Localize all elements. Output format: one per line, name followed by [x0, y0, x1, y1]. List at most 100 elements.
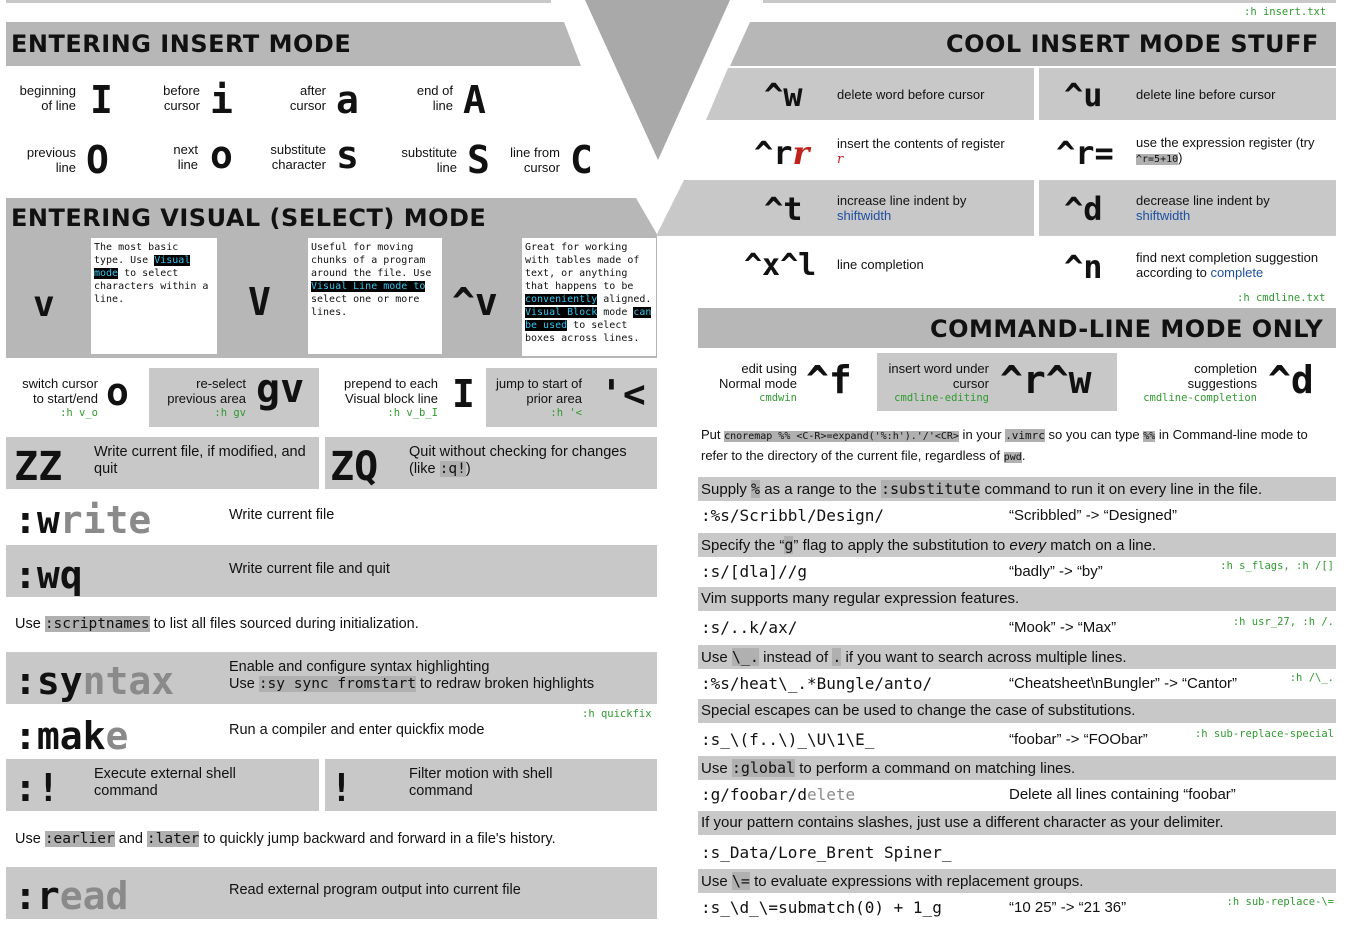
cool-key-ctrl-r: ^rr — [754, 134, 810, 172]
cool-desc-ctrl-u: delete line before cursor — [1136, 87, 1276, 102]
visual-key-ctrl-v: ^v — [452, 280, 498, 324]
cmd-tip-regex: Vim supports many regular expression fea… — [698, 587, 1336, 611]
shell-key: :! — [14, 766, 60, 810]
zq-key: ZQ — [330, 444, 379, 490]
cmd-ex-case: :s_\(f..\)_\U\1\E_ “foobar” -> “FOObar” … — [701, 728, 1334, 749]
filter-desc: Filter motion with shell command — [409, 766, 553, 799]
cmd-f-key: ^f — [806, 358, 852, 402]
insert-key-O: O — [86, 138, 109, 182]
filter-panel — [325, 759, 657, 811]
insert-label-next: next line — [173, 142, 198, 172]
visual-note-V: Useful for moving chunks of a program ar… — [308, 238, 442, 354]
cmd-tip-case: Special escapes can be used to change th… — [698, 699, 1336, 723]
cool-row1-right-bg — [1039, 68, 1336, 120]
insert-label-subline: substitute line — [401, 145, 457, 175]
scriptnames-tip: Use :scriptnames to list all files sourc… — [15, 616, 419, 632]
zz-desc: Write current file, if modified, and qui… — [94, 444, 306, 477]
jump-panel — [486, 368, 657, 427]
cool-desc-ctrl-w: delete word before cursor — [837, 87, 985, 102]
syntax-desc: Enable and configure syntax highlighting… — [229, 659, 595, 692]
insert-label-previous: previous line — [26, 145, 76, 175]
cmdline-help: :h cmdline.txt — [1237, 292, 1326, 304]
cool-desc-ctrl-t: increase line indent by shiftwidth — [837, 193, 967, 223]
filter-key: ! — [330, 766, 353, 810]
visual-key-v: v — [33, 284, 55, 325]
read-panel — [6, 867, 657, 919]
visual-note-v: The most basic type. Use Visual mode to … — [91, 238, 217, 354]
wq-desc: Write current file and quit — [229, 561, 390, 577]
cool-key-ctrl-r-eq: ^r= — [1056, 134, 1114, 172]
cool-key-ctrl-t: ^t — [764, 190, 803, 228]
insert-key-I: I — [90, 78, 113, 122]
zz-key: ZZ — [14, 444, 63, 490]
cmd-tip-global: Use :global to perform a command on matc… — [698, 756, 1336, 780]
cool-key-ctrl-n: ^n — [1064, 248, 1103, 286]
insert-key-s: s — [336, 133, 359, 177]
cmd-ex-global: :g/foobar/delete Delete all lines contai… — [701, 785, 1236, 804]
cmd-tip-expr: Use \= to evaluate expressions with repl… — [698, 869, 1336, 893]
top-bar-left — [6, 0, 551, 3]
insert-key-S: S — [467, 138, 490, 182]
insert-mode-header-bg — [6, 22, 581, 66]
cool-desc-ctrl-d: decrease line indent by shiftwidth — [1136, 193, 1270, 223]
wq-key: :wq — [14, 553, 83, 597]
cmd-ex-range: :%s/Scribbl/Design/ “Scribbled” -> “Desi… — [701, 506, 1177, 525]
quickfix-help: :h quickfix — [582, 708, 652, 720]
write-desc: Write current file — [229, 507, 335, 523]
prepend-help: :h v_b_I — [387, 407, 438, 419]
insert-label-after: after cursor — [289, 83, 326, 113]
cmd-f-help: cmdwin — [759, 392, 797, 404]
cmd-rw-label: insert word under cursor — [888, 361, 989, 391]
make-key: :make — [14, 714, 129, 758]
visual-note-ctrl-v: Great for working with tables made of te… — [522, 238, 656, 356]
make-desc: Run a compiler and enter quickfix mode — [229, 722, 485, 738]
cool-key-ctrl-u: ^u — [1064, 76, 1103, 114]
cmdline-header-bg — [698, 308, 1336, 348]
cmd-d-help: cmdline-completion — [1143, 392, 1257, 404]
cool-desc-ctrl-n: find next completion suggestion accordin… — [1136, 250, 1319, 280]
prepend-key: I — [452, 372, 475, 416]
insert-key-C: C — [570, 138, 593, 182]
switch-cursor-help: :h v_o — [60, 407, 98, 419]
read-key: :read — [14, 874, 129, 918]
switch-cursor-label: switch cursor to start/end — [22, 376, 98, 406]
cmd-ex-multiline: :%s/heat\_.*Bungle/anto/ “Cheatsheet\nBu… — [701, 672, 1334, 693]
jump-key: '< — [600, 372, 646, 416]
cool-desc-ctrl-x-l: line completion — [837, 257, 924, 272]
cool-key-ctrl-d: ^d — [1064, 190, 1103, 228]
wq-panel — [6, 545, 657, 597]
jump-help: :h '< — [550, 407, 582, 419]
cool-key-ctrl-x-l: ^x^l — [744, 248, 817, 283]
history-tip: Use :earlier and :later to quickly jump … — [15, 831, 556, 847]
cool-row3-right-bg — [1039, 180, 1336, 236]
visual-mode-title: ENTERING VISUAL (SELECT) MODE — [11, 204, 487, 232]
cmd-ex-expr: :s_\d_\=submatch(0) + 1_g “10 25” -> “21… — [701, 896, 1334, 917]
zz-panel — [6, 437, 319, 489]
zq-panel — [325, 437, 657, 489]
insert-mode-title: ENTERING INSERT MODE — [11, 30, 352, 58]
cmd-ex-regex: :s/..k/ax/ “Mook” -> “Max” :h usr_27, :h… — [701, 616, 1334, 637]
prepend-label: prepend to each Visual block line — [344, 376, 438, 406]
cmd-rw-key: ^r^w — [1000, 358, 1092, 402]
top-bar-right — [763, 0, 1336, 3]
cmd-rw-panel — [877, 353, 1117, 411]
insert-help: :h insert.txt — [1244, 6, 1327, 18]
cmd-f-label: edit using Normal mode — [718, 361, 797, 391]
insert-label-end: end of line — [416, 83, 453, 113]
insert-key-A: A — [463, 78, 486, 122]
cmd-d-label: completion suggestions — [1187, 361, 1257, 391]
cool-key-ctrl-w: ^w — [764, 76, 803, 114]
cmd-tip-delimiter: If your pattern contains slashes, just u… — [698, 811, 1336, 835]
insert-key-i: i — [210, 78, 233, 122]
cool-row3-left-bg — [656, 180, 1034, 236]
insert-label-subchar: substitute character — [270, 142, 326, 172]
cmd-rw-help: cmdline-editing — [894, 392, 989, 404]
reselect-help: :h gv — [214, 407, 246, 419]
syntax-key: :syntax — [14, 659, 175, 703]
cool-desc-ctrl-r: insert the contents of register r — [837, 136, 1005, 167]
shell-desc: Execute external shell command — [94, 766, 236, 799]
cmd-ex-delimiter: :s_Data/Lore_Brent Spiner_ — [701, 843, 952, 862]
cnoremap-tip: Put cnoremap %% <C-R>=expand('%:h').'/'<… — [701, 427, 1308, 463]
jump-label: jump to start of prior area — [496, 376, 582, 406]
write-key: :write — [14, 498, 152, 542]
